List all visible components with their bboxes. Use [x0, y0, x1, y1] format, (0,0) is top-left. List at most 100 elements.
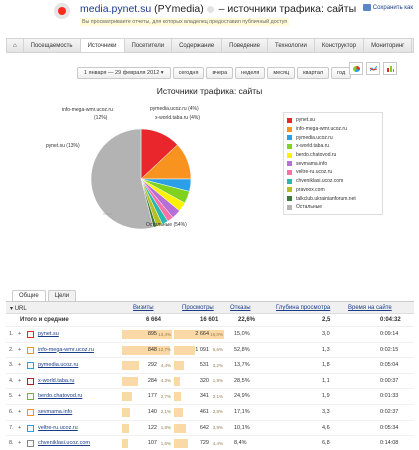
- legend-item[interactable]: chveniklasi.ucoz.com: [287, 177, 379, 186]
- row-number: 3.: [9, 362, 14, 369]
- menu-item-behavior[interactable]: Поведение: [222, 39, 268, 52]
- legend-item[interactable]: sevmama.info: [287, 159, 379, 168]
- time-value: 0:01:33: [380, 393, 399, 400]
- legend-swatch: [287, 196, 292, 202]
- table-row[interactable]: 3. + pymedia.ucoz.ru 292 4,4% 531 3,2% 13,7% 1,8…: [6, 358, 414, 374]
- title-counter: (PYmedia): [154, 3, 204, 15]
- visits-value: 848: [147, 346, 157, 353]
- legend-item[interactable]: pymedia.ucoz.ru: [287, 133, 379, 142]
- menu-item-visitors[interactable]: Посетители: [125, 39, 173, 52]
- period-quarter-button[interactable]: квартал: [297, 67, 330, 79]
- legend-item[interactable]: pravoox.com: [287, 186, 379, 195]
- views-bar: [174, 439, 188, 449]
- bounce-value: 8,4%: [234, 440, 247, 447]
- expand-row-icon[interactable]: +: [18, 362, 22, 369]
- views-bar: [174, 361, 184, 371]
- col-visits[interactable]: Визиты: [133, 305, 154, 311]
- date-range-picker[interactable]: 1 января — 29 февраля 2012 ▾: [77, 67, 171, 79]
- row-number: 8.: [9, 440, 14, 447]
- views-share: 2,8%: [212, 409, 223, 415]
- table-row[interactable]: 2. + info-mega-wmr.ucoz.ru 848 12,7% 1 091 6,6…: [6, 343, 414, 359]
- col-bounce[interactable]: Отказы: [230, 305, 251, 311]
- line-chart-type-button[interactable]: [366, 62, 380, 75]
- views-bar: [174, 345, 195, 355]
- depth-value: 3,3: [322, 408, 330, 415]
- legend-label: sevmama.info: [296, 160, 328, 167]
- row-site-link[interactable]: veltre-ru.ucoz.ru: [38, 424, 78, 431]
- bar-chart-type-button[interactable]: [383, 62, 397, 75]
- expand-row-icon[interactable]: +: [18, 377, 22, 384]
- col-url[interactable]: ▾ URL: [10, 306, 27, 312]
- expand-row-icon[interactable]: +: [18, 408, 22, 415]
- expand-row-icon[interactable]: +: [18, 346, 22, 353]
- table-row[interactable]: 1. + pynet.su 895 13,4% 2 664 16,0% 15,0% 3,0 0:0…: [6, 327, 414, 343]
- legend-label: pravoox.com: [296, 186, 325, 193]
- time-value: 0:09:14: [380, 331, 399, 337]
- period-yesterday-button[interactable]: вчера: [206, 67, 234, 79]
- visits-bar: [122, 392, 132, 402]
- legend-swatch: [287, 135, 292, 141]
- expand-row-icon[interactable]: +: [18, 424, 22, 431]
- views-cell: 341 2,1%: [174, 392, 224, 402]
- visits-cell: 177 2,7%: [122, 392, 172, 402]
- table-row[interactable]: 4. + x-world.taba.ru 284 4,3% 320 1,9% 28,5% 1,1…: [6, 374, 414, 390]
- row-site-link[interactable]: info-mega-wmr.ucoz.ru: [38, 346, 94, 353]
- bounce-value: 17,1%: [234, 408, 250, 415]
- pie-chart-type-button[interactable]: [349, 62, 363, 75]
- menu-item-technology[interactable]: Технологии: [268, 39, 315, 52]
- totals-bounce: 22,6%: [238, 317, 256, 323]
- legend-item[interactable]: berdo.chatovod.ru: [287, 151, 379, 160]
- menu-item-constructor[interactable]: Конструктор: [315, 39, 365, 52]
- views-value: 461: [199, 408, 209, 415]
- period-month-button[interactable]: месяц: [267, 67, 296, 79]
- legend-label: Остальные: [296, 204, 323, 211]
- favicon-icon: [27, 377, 34, 385]
- row-site-link[interactable]: x-world.taba.ru: [38, 377, 75, 384]
- legend-item[interactable]: info-mega-wmr.ucoz.ru: [287, 125, 379, 134]
- row-site-link[interactable]: pymedia.ucoz.ru: [38, 362, 79, 369]
- row-number: 6.: [9, 408, 14, 415]
- row-site-link[interactable]: pynet.su: [38, 331, 59, 337]
- depth-value: 1,9: [322, 393, 330, 400]
- lock-icon: [206, 5, 214, 13]
- legend-item[interactable]: pynet.su: [287, 116, 379, 125]
- menu-item-monitoring[interactable]: Мониторинг: [364, 39, 413, 52]
- views-cell: 729 4,4%: [174, 439, 224, 449]
- save-as-label: Сохранить как: [372, 5, 413, 12]
- favicon-icon: [27, 393, 34, 401]
- save-as-button[interactable]: Сохранить как: [362, 4, 413, 12]
- row-site-link[interactable]: berdo.chatovod.ru: [38, 393, 83, 400]
- views-cell: 461 2,8%: [174, 407, 224, 417]
- menu-item-content[interactable]: Содержание: [172, 39, 223, 52]
- col-depth[interactable]: Глубина просмотра: [276, 305, 331, 311]
- legend-item[interactable]: talkclub.ukrainianforum.net: [287, 194, 379, 203]
- row-site-link[interactable]: sevmama.info: [38, 408, 73, 415]
- menu-item-traffic[interactable]: Посещаемость: [24, 39, 81, 52]
- pie-slice-10[interactable]: [90, 128, 154, 230]
- tab-general[interactable]: Общие: [12, 290, 46, 301]
- favicon-icon: [27, 424, 34, 432]
- menu-home-icon[interactable]: ⌂: [7, 39, 24, 52]
- period-today-button[interactable]: сегодня: [172, 67, 205, 79]
- col-views[interactable]: Просмотры: [182, 305, 214, 311]
- expand-row-icon[interactable]: +: [18, 393, 22, 400]
- expand-row-icon[interactable]: +: [18, 440, 22, 447]
- tab-goals[interactable]: Цели: [47, 290, 77, 301]
- menu-item-sources[interactable]: Источники: [80, 39, 125, 52]
- legend-item[interactable]: veltre-ru.ucoz.ru: [287, 168, 379, 177]
- legend-item[interactable]: Остальные: [287, 203, 379, 212]
- table-row[interactable]: 6. + sevmama.info 140 2,1% 461 2,8% 17,1% 3,3 0:0…: [6, 405, 414, 421]
- totals-label: Итого и средние: [20, 317, 69, 323]
- legend-item[interactable]: x-world.taba.ru: [287, 142, 379, 151]
- depth-value: 1,1: [322, 377, 330, 384]
- table-row[interactable]: 5. + berdo.chatovod.ru 177 2,7% 341 2,1% 24,9% 1…: [6, 389, 414, 405]
- expand-row-icon[interactable]: +: [18, 331, 22, 337]
- period-week-button[interactable]: неделя: [235, 67, 266, 79]
- table-row[interactable]: 8. + chveniklasi.ucoz.com 107 1,6% 729 4,4% 8,4…: [6, 436, 414, 450]
- col-time[interactable]: Время на сайте: [348, 305, 392, 311]
- row-site-link[interactable]: chveniklasi.ucoz.com: [38, 440, 90, 447]
- visits-share: 2,7%: [160, 393, 171, 399]
- table-row[interactable]: 7. + veltre-ru.ucoz.ru 122 1,8% 642 3,9% 10,1% 4…: [6, 421, 414, 437]
- favicon-icon: [27, 346, 34, 354]
- date-toolbar: 1 января — 29 февраля 2012 ▾ сегодня вче…: [77, 67, 352, 79]
